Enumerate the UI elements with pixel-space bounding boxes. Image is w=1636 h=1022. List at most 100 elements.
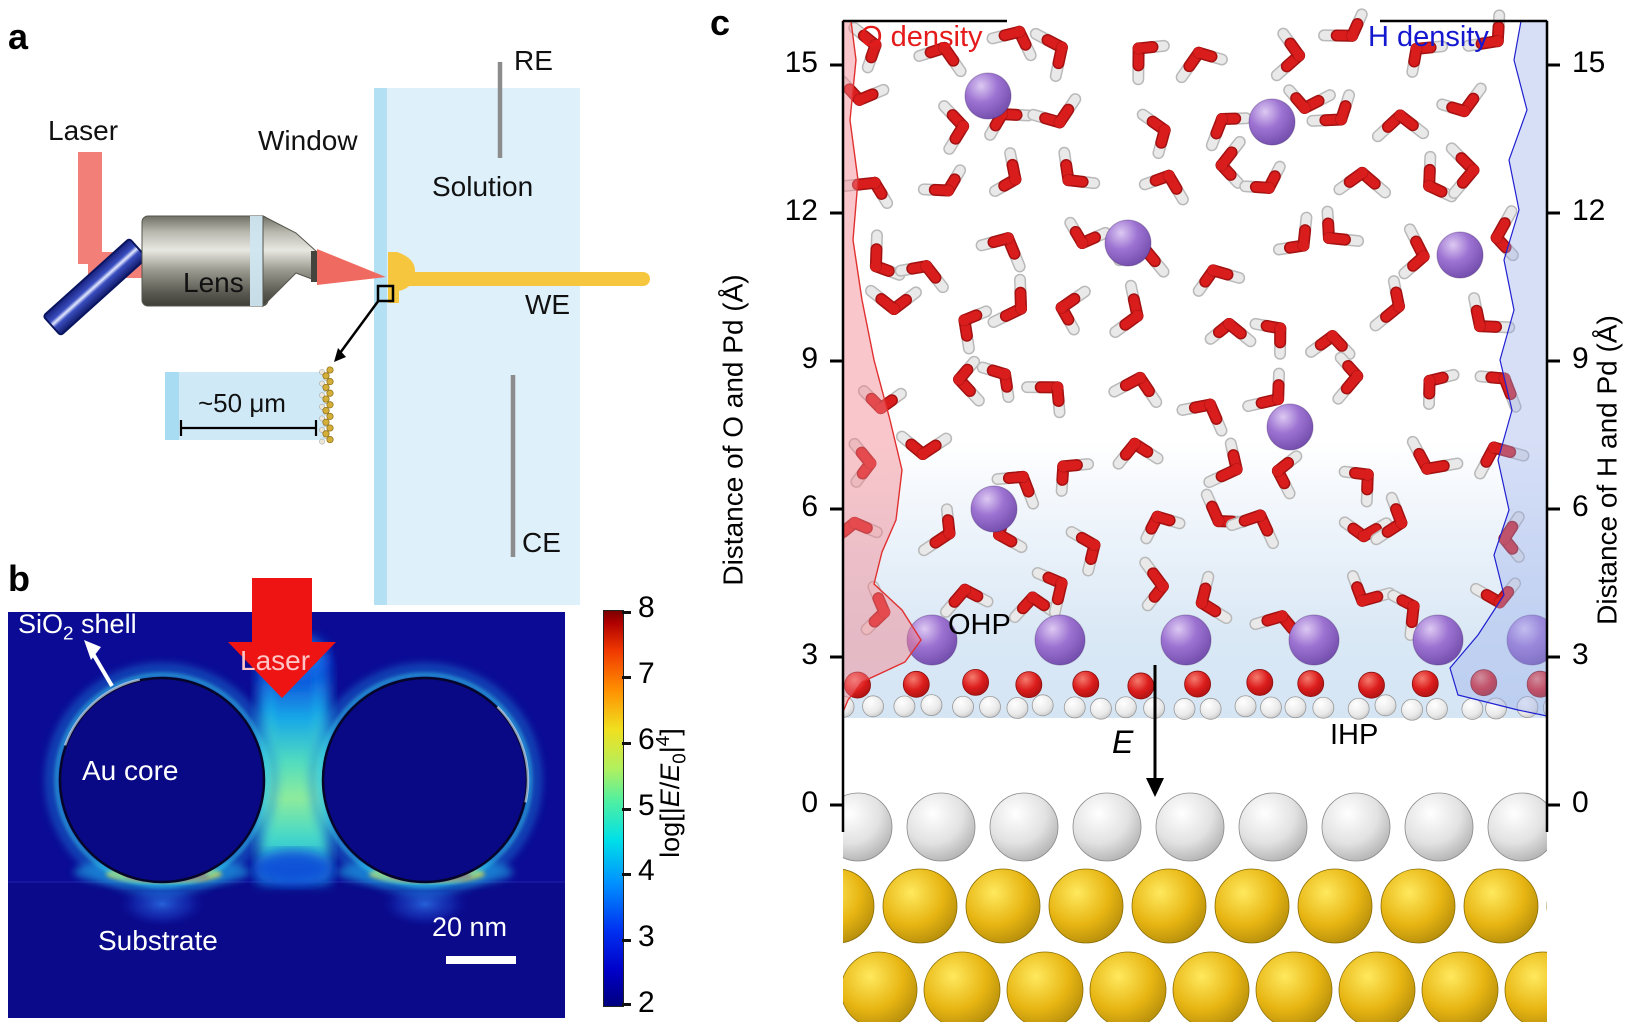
pd-atom bbox=[1238, 792, 1308, 862]
water-molecule bbox=[1333, 166, 1392, 199]
scalebar-label: 20 nm bbox=[432, 912, 508, 942]
ohp-ion bbox=[1288, 614, 1340, 666]
ohp-ion bbox=[1412, 614, 1464, 666]
e-field-arrow bbox=[1146, 665, 1164, 797]
water-molecule bbox=[1490, 205, 1519, 262]
colorbar-tick bbox=[622, 611, 631, 614]
c-right-tick-label: 12 bbox=[1572, 194, 1606, 227]
adsorbed-water bbox=[1173, 670, 1222, 720]
water-molecule bbox=[1271, 450, 1303, 500]
au-atom bbox=[1463, 868, 1539, 944]
water-molecule bbox=[1306, 89, 1356, 127]
water-molecule bbox=[1176, 398, 1228, 437]
au-atom bbox=[882, 868, 958, 944]
water-molecule bbox=[1112, 437, 1164, 470]
adsorbed-water bbox=[1347, 671, 1397, 720]
window-label: Window bbox=[258, 125, 358, 156]
colorbar-tick bbox=[622, 1003, 631, 1006]
laser-label-b: Laser bbox=[240, 645, 311, 676]
water-molecule bbox=[1406, 435, 1464, 475]
sodium-ion bbox=[1266, 403, 1314, 451]
au-atom bbox=[843, 951, 918, 1022]
c-right-tick-label: 0 bbox=[1572, 786, 1589, 819]
water-molecule bbox=[1215, 135, 1246, 189]
colorbar-tick-label: 3 bbox=[638, 920, 655, 954]
water-molecule bbox=[1203, 437, 1243, 488]
water-molecule bbox=[1204, 317, 1257, 348]
water-molecule bbox=[1445, 142, 1480, 200]
water-molecule bbox=[1109, 279, 1144, 339]
water-molecule bbox=[1338, 465, 1374, 508]
focus-zoom-square bbox=[376, 284, 395, 303]
c-right-tick-label: 9 bbox=[1572, 342, 1589, 375]
water-molecule bbox=[864, 284, 922, 316]
water-molecule bbox=[975, 232, 1026, 273]
water-molecule bbox=[913, 41, 967, 78]
water-molecule bbox=[1239, 160, 1286, 194]
shell-rim-highlights bbox=[57, 675, 530, 885]
gap-scale-label: ~50 μm bbox=[198, 388, 286, 418]
colorbar-tick-label: 6 bbox=[638, 722, 655, 756]
sodium-ion bbox=[1248, 98, 1296, 146]
pd-atom bbox=[1321, 792, 1391, 862]
water-molecule bbox=[984, 108, 1035, 141]
water-molecule bbox=[1270, 27, 1306, 82]
water-molecule bbox=[1406, 40, 1449, 78]
c-right-tick-label: 15 bbox=[1572, 46, 1606, 79]
c-right-tick-label: 6 bbox=[1572, 490, 1589, 523]
water-molecule bbox=[1225, 509, 1280, 550]
water-molecule bbox=[986, 25, 1037, 62]
adsorbed-water bbox=[893, 670, 943, 718]
water-molecule bbox=[1055, 285, 1091, 336]
water-molecule bbox=[1108, 371, 1163, 408]
c-left-tick-label: 3 bbox=[801, 638, 818, 671]
h-density-label: H density bbox=[1368, 21, 1489, 53]
pd-atom bbox=[989, 792, 1059, 862]
pd-atom bbox=[1487, 792, 1547, 862]
sodium-ion bbox=[1104, 219, 1152, 267]
au-atom bbox=[1214, 868, 1290, 944]
water-molecule bbox=[1065, 526, 1101, 577]
h-density-profile bbox=[1449, 20, 1548, 717]
colorbar-tick-label: 4 bbox=[638, 854, 655, 888]
water-molecule bbox=[1346, 570, 1396, 607]
o-density-profile bbox=[842, 20, 922, 713]
au-atom bbox=[1338, 951, 1416, 1022]
water-molecule bbox=[1132, 39, 1170, 86]
panel-b-label: b bbox=[8, 558, 30, 599]
colorbar-axis-label: log[|E/E0|4] bbox=[652, 728, 691, 858]
water-molecule bbox=[1321, 205, 1365, 247]
pd-atom bbox=[1072, 792, 1142, 862]
water-molecule bbox=[1370, 491, 1408, 546]
water-molecule bbox=[1205, 112, 1253, 152]
water-molecule bbox=[917, 164, 967, 197]
sodium-ion bbox=[970, 485, 1018, 533]
water-molecule bbox=[1398, 223, 1430, 280]
adsorbed-water bbox=[1401, 670, 1448, 721]
water-molecule bbox=[1436, 82, 1487, 118]
au-atom bbox=[923, 951, 1001, 1022]
colorbar-tick-label: 5 bbox=[638, 788, 655, 822]
water-molecule bbox=[1469, 577, 1522, 609]
sodium-ion bbox=[964, 72, 1012, 120]
c-right-tick-label: 3 bbox=[1572, 638, 1589, 671]
au-atom bbox=[1089, 951, 1167, 1022]
water-molecule bbox=[1064, 216, 1112, 250]
pd-atom bbox=[1404, 792, 1474, 862]
ohp-ion bbox=[1160, 614, 1212, 666]
water-molecule bbox=[1474, 441, 1530, 480]
au-atom bbox=[843, 869, 875, 943]
colorbar-tick bbox=[622, 675, 631, 679]
au-atom bbox=[1380, 868, 1456, 944]
we-electrode-bar bbox=[396, 272, 650, 286]
scalebar-line bbox=[446, 956, 516, 964]
c-left-tick-label: 6 bbox=[801, 490, 818, 523]
re-label: RE bbox=[514, 45, 553, 76]
water-molecule bbox=[1318, 8, 1368, 42]
focused-beam-cone bbox=[317, 249, 386, 285]
lens-label: Lens bbox=[183, 267, 244, 298]
water-molecule bbox=[1338, 516, 1393, 543]
au-atom bbox=[1131, 868, 1207, 944]
water-molecule bbox=[938, 100, 970, 155]
water-molecule bbox=[1140, 510, 1186, 545]
